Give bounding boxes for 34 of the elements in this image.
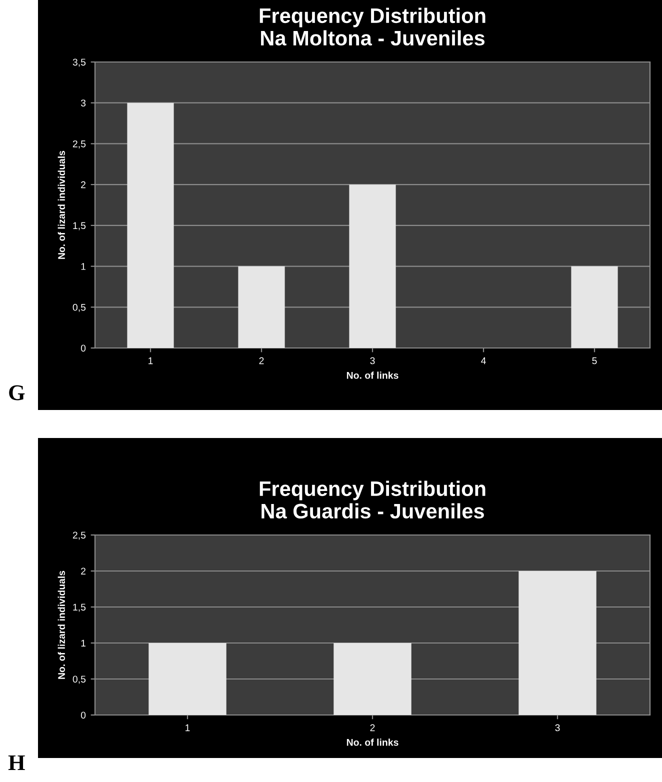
x-tick-label: 1 (186, 724, 190, 732)
y-tick-label: 0,5 (72, 676, 86, 684)
y-axis-title: No. of lizard individuals (58, 150, 65, 259)
x-tick-label: 2 (370, 724, 375, 732)
bar (349, 184, 396, 348)
y-tick-label: 2 (81, 568, 86, 575)
x-axis-title: No. of links (346, 738, 398, 746)
x-tick-label: 2 (259, 357, 264, 364)
y-tick-label: 1,5 (73, 604, 86, 612)
x-tick-label: 3 (370, 357, 375, 364)
y-tick-label: 3 (80, 100, 86, 106)
y-tick-label: 1,5 (73, 222, 86, 230)
y-tick-label: 1 (81, 263, 86, 270)
chart-title: Frequency Distribution Na Guardis - Juveniles (260, 480, 486, 519)
bar (127, 102, 174, 348)
y-tick-label: 2,5 (72, 140, 86, 148)
x-tick-label: 3 (555, 724, 560, 732)
bar (238, 266, 285, 348)
y-axis-title: No. of lizard individuals (58, 570, 65, 679)
y-tick-label: 2 (81, 181, 86, 188)
chart-title: Frequency Distribution Na Moltona - Juveniles (260, 8, 486, 46)
x-tick-label: 4 (481, 357, 486, 364)
x-axis-title: No. of links (346, 372, 398, 379)
y-tick-label: 2,5 (72, 532, 86, 540)
text: G (9, 385, 25, 400)
y-tick-label: 0 (80, 344, 86, 352)
text: H (8, 755, 25, 770)
y-tick-label: 0,5 (72, 304, 86, 312)
y-tick-label: 1 (81, 640, 86, 647)
bar (571, 266, 618, 348)
y-tick-label: 0 (80, 712, 86, 719)
y-tick-label: 3,5 (72, 58, 86, 67)
x-tick-label: 1 (148, 357, 153, 364)
x-tick-label: 5 (592, 357, 597, 364)
